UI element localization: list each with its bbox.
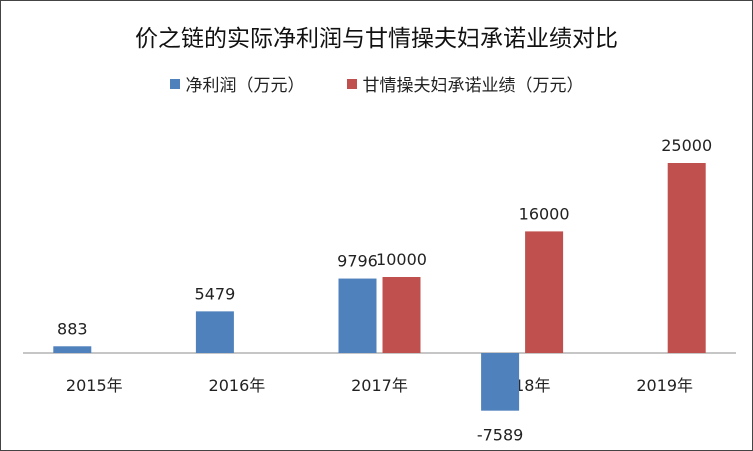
legend-item-committed-performance: 甘情操夫妇承诺业绩（万元） (346, 71, 584, 96)
chart-legend: 净利润（万元） 甘情操夫妇承诺业绩（万元） (1, 71, 752, 96)
bar-net-profit (53, 346, 92, 353)
bar-committed-performance (525, 231, 564, 353)
bar-net-profit (481, 353, 520, 411)
bar-net-profit (338, 278, 377, 353)
data-label: 10000 (376, 250, 427, 269)
x-tick-label: 2015年 (66, 376, 123, 395)
data-label: 9796 (337, 252, 378, 271)
legend-swatch-net-profit (169, 78, 180, 89)
legend-item-net-profit: 净利润（万元） (169, 71, 305, 96)
legend-label-committed-performance: 甘情操夫妇承诺业绩（万元） (362, 76, 584, 96)
x-tick-label: 2017年 (351, 376, 408, 395)
bar-net-profit (195, 311, 234, 353)
bar-committed-performance (667, 163, 706, 353)
data-label: 25000 (661, 136, 712, 155)
data-label: 5479 (195, 284, 236, 303)
data-label: 16000 (519, 204, 570, 223)
legend-swatch-committed-performance (346, 78, 357, 89)
bar-committed-performance (382, 277, 421, 353)
x-tick-label: 2016年 (209, 376, 266, 395)
data-label: -7589 (477, 426, 524, 445)
legend-label-net-profit: 净利润（万元） (185, 76, 305, 96)
data-label: 883 (57, 319, 88, 338)
chart-title: 价之链的实际净利润与甘情操夫妇承诺业绩对比 (135, 26, 618, 52)
x-tick-label: 2019年 (636, 376, 693, 395)
